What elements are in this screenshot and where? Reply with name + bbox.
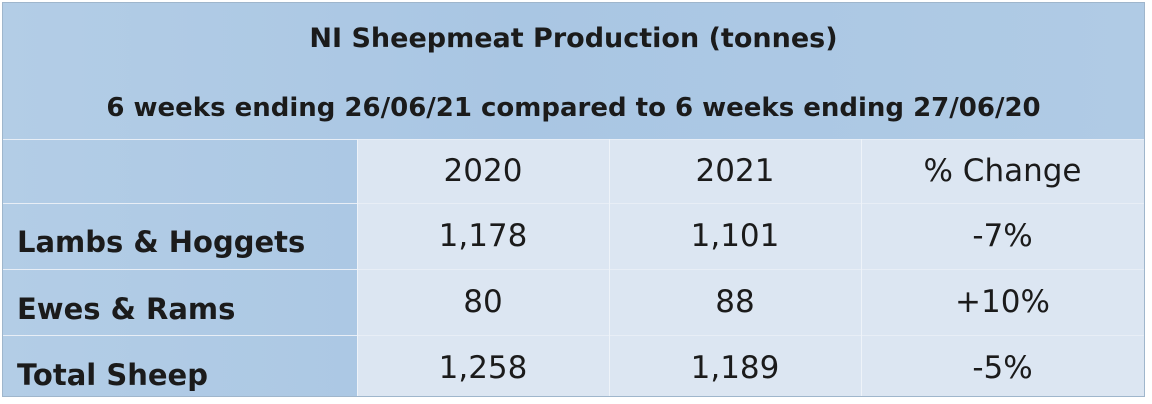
row-label-total-sheep: Total Sheep <box>17 358 208 392</box>
table-title: NI Sheepmeat Production (tonnes) <box>309 23 838 54</box>
cell-ewes-2020: 80 <box>463 284 503 320</box>
column-header-2020: 2020 <box>443 153 523 189</box>
table-grid: 2020 2021 % Change Lambs & Hoggets 1,178… <box>3 139 1144 396</box>
divider <box>3 269 1144 270</box>
column-header-change: % Change <box>923 153 1082 189</box>
cell-lambs-2020: 1,178 <box>438 218 528 254</box>
table-subtitle: 6 weeks ending 26/06/21 compared to 6 we… <box>106 93 1041 123</box>
cell-ewes-change: +10% <box>955 284 1050 320</box>
cell-ewes-2021: 88 <box>715 284 755 320</box>
column-header-2021: 2021 <box>695 153 775 189</box>
divider <box>3 139 1144 140</box>
divider <box>3 335 1144 336</box>
row-label-ewes-rams: Ewes & Rams <box>17 292 236 326</box>
divider <box>609 139 610 396</box>
cell-lambs-2021: 1,101 <box>690 218 780 254</box>
data-area <box>357 139 1144 396</box>
cell-total-2021: 1,189 <box>690 350 780 386</box>
cell-total-2020: 1,258 <box>438 350 528 386</box>
cell-total-change: -5% <box>972 350 1033 386</box>
divider <box>861 139 862 396</box>
sheepmeat-table: NI Sheepmeat Production (tonnes) 6 weeks… <box>2 2 1145 397</box>
divider <box>3 203 1144 204</box>
cell-lambs-change: -7% <box>972 218 1033 254</box>
divider <box>357 139 358 396</box>
row-label-lambs-hoggets: Lambs & Hoggets <box>17 225 306 259</box>
